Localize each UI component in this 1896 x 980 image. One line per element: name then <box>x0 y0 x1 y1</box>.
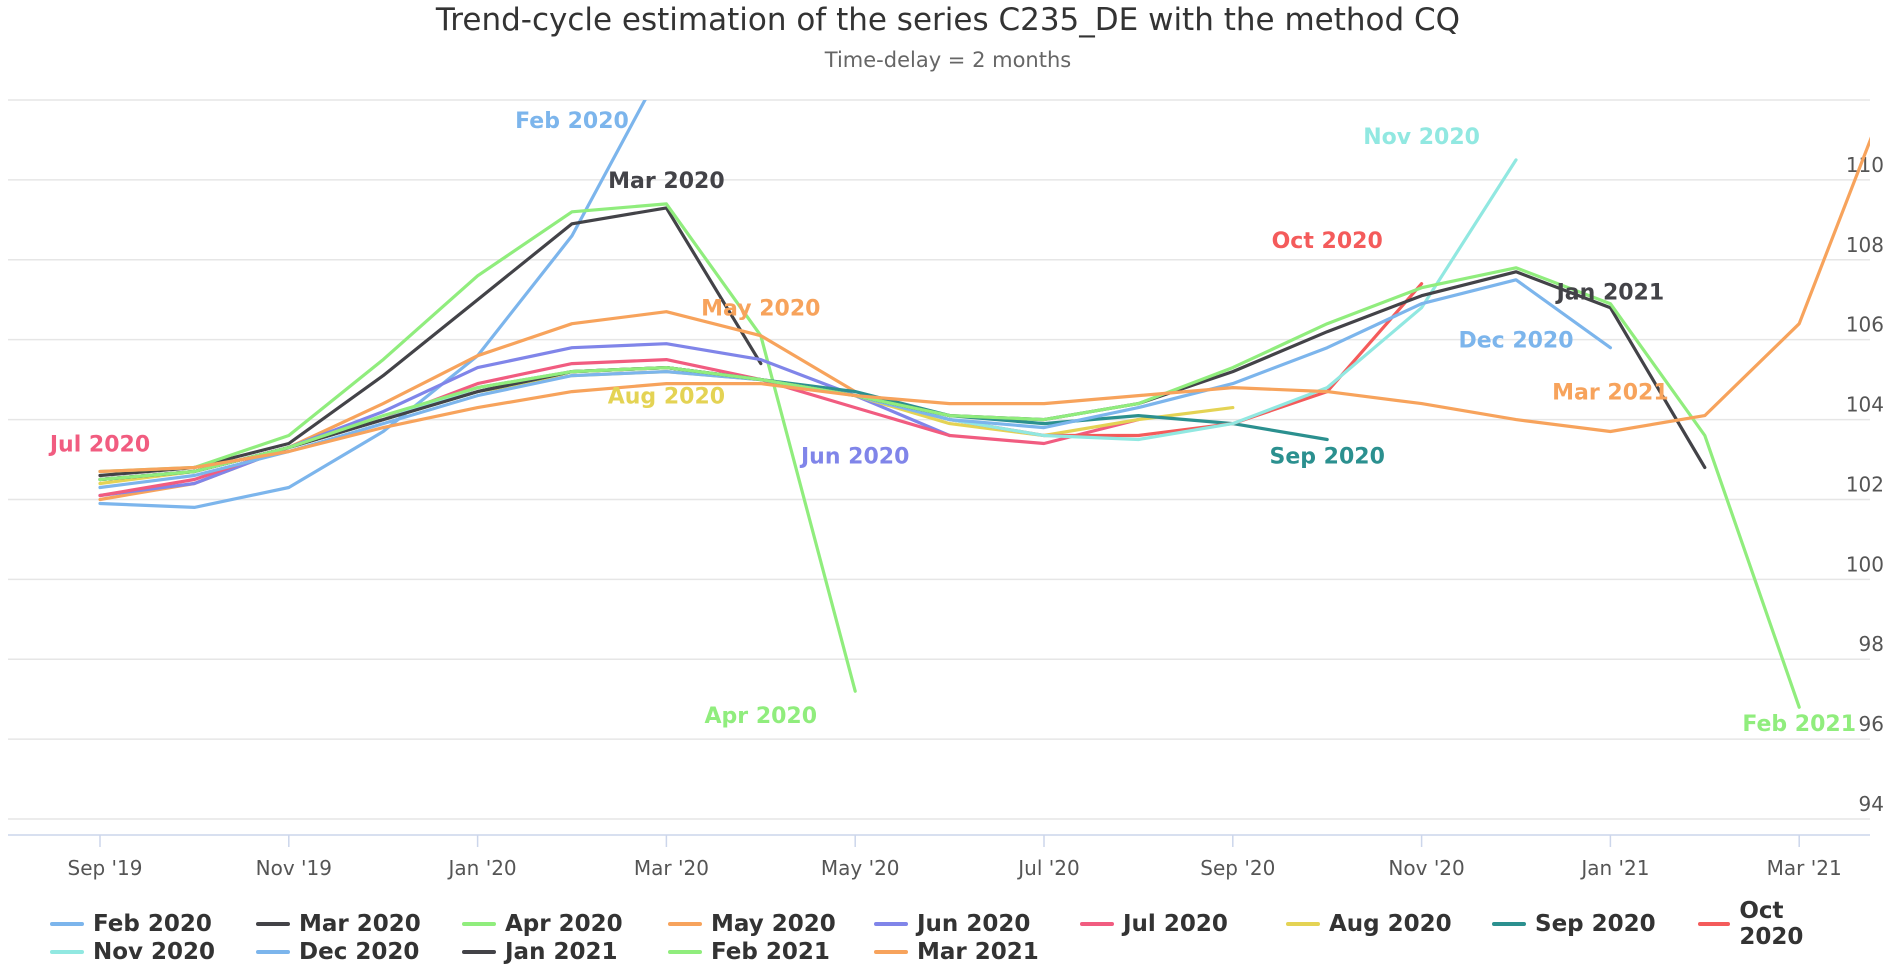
legend-item[interactable]: Mar 2020 <box>256 910 421 938</box>
legend-label: Feb 2020 <box>93 911 212 937</box>
x-tick-label: Sep '20 <box>1200 856 1275 880</box>
legend-item[interactable]: Aug 2020 <box>1286 910 1452 938</box>
series-line <box>98 266 1801 709</box>
legend-label: Jan 2021 <box>505 939 618 965</box>
y-tick-label: 94 <box>1859 792 1884 816</box>
legend-swatch <box>50 950 84 954</box>
legend-swatch <box>1698 922 1731 926</box>
series-label: Sep 2020 <box>1269 445 1384 470</box>
legend-item[interactable]: Jul 2020 <box>1080 910 1228 938</box>
series-label: Feb 2020 <box>515 109 629 134</box>
legend-item[interactable]: Feb 2020 <box>50 910 212 938</box>
y-tick-label: 100 <box>1846 552 1884 576</box>
legend-swatch <box>1080 922 1114 926</box>
y-tick-label: 102 <box>1846 472 1884 496</box>
series-label: Feb 2021 <box>1742 712 1856 737</box>
legend-label: May 2020 <box>711 911 836 937</box>
y-tick-label: 98 <box>1859 632 1884 656</box>
legend-label: Mar 2020 <box>299 911 421 937</box>
legend-label: Apr 2020 <box>505 911 623 937</box>
series-line <box>98 206 763 478</box>
series-label: Aug 2020 <box>608 385 725 410</box>
series-label: Jun 2020 <box>799 445 909 470</box>
series-label: May 2020 <box>701 297 820 322</box>
y-tick-label: 108 <box>1846 233 1884 257</box>
x-tick-label: Jul '20 <box>1016 856 1079 880</box>
legend-label: Sep 2020 <box>1535 911 1656 937</box>
legend-swatch <box>668 922 702 926</box>
series-label: Oct 2020 <box>1272 229 1383 254</box>
legend-label: Nov 2020 <box>93 939 216 965</box>
legend-label: Dec 2020 <box>299 939 420 965</box>
series-label: Jul 2020 <box>48 433 150 458</box>
legend-label: Oct 2020 <box>1739 898 1804 950</box>
legend-label: Mar 2021 <box>917 939 1039 965</box>
legend-swatch <box>874 922 908 926</box>
x-tick-label: Nov '19 <box>256 856 332 880</box>
x-tick-label: Mar '20 <box>634 856 709 880</box>
y-tick-label: 104 <box>1846 393 1884 417</box>
legend-item[interactable]: Apr 2020 <box>462 910 623 938</box>
legend-label: Feb 2021 <box>711 939 830 965</box>
x-tick-label: Sep '19 <box>68 856 143 880</box>
legend-item[interactable]: Nov 2020 <box>50 938 215 966</box>
legend-item[interactable]: Feb 2021 <box>668 938 830 966</box>
legend-swatch <box>50 922 84 926</box>
x-axis: Sep '19 Nov '19 Jan '20 Mar '20 May '20 Jul '… <box>8 834 1870 880</box>
legend-swatch <box>256 950 290 954</box>
legend-swatch <box>462 950 496 954</box>
y-tick-label: 96 <box>1859 712 1884 736</box>
series-line <box>98 136 1870 474</box>
series-labels: Feb 2020 Mar 2020 Apr 2020 May 2020 Jun 2020… <box>48 109 1856 737</box>
x-tick-label: May '20 <box>821 856 900 880</box>
legend-item[interactable]: Jun 2020 <box>874 910 1030 938</box>
legend-swatch <box>256 922 290 926</box>
x-tick-label: Jan '20 <box>447 856 517 880</box>
line-chart: Sep '19 Nov '19 Jan '20 Mar '20 May '20 Jul '… <box>8 99 1884 880</box>
series-label: Jan 2021 <box>1555 281 1665 306</box>
x-tick-label: Nov '20 <box>1388 856 1464 880</box>
legend-swatch <box>874 950 908 954</box>
chart-subtitle: Time-delay = 2 months <box>824 48 1072 72</box>
legend-item[interactable]: Mar 2021 <box>874 938 1039 966</box>
legend-item[interactable]: Oct 2020 <box>1698 898 1850 950</box>
series-label: Nov 2020 <box>1363 125 1480 150</box>
legend-item[interactable]: May 2020 <box>668 910 836 938</box>
legend-item[interactable]: Jan 2021 <box>462 938 617 966</box>
legend-label: Aug 2020 <box>1329 911 1452 937</box>
legend-item[interactable]: Sep 2020 <box>1492 910 1656 938</box>
series-lines <box>98 100 1870 709</box>
x-tick-label: Mar '21 <box>1767 856 1842 880</box>
chart-title: Trend-cycle estimation of the series C23… <box>435 2 1461 38</box>
grid-lines <box>8 99 1870 820</box>
x-tick-label: Jan '21 <box>1579 856 1649 880</box>
legend-swatch <box>1492 922 1526 926</box>
legend-item[interactable]: Dec 2020 <box>256 938 419 966</box>
series-label: Mar 2020 <box>608 169 724 194</box>
series-line <box>98 202 857 693</box>
series-line <box>98 100 647 509</box>
series-label: Dec 2020 <box>1458 329 1573 354</box>
series-label: Mar 2021 <box>1552 381 1668 406</box>
legend-label: Jun 2020 <box>917 911 1031 937</box>
y-tick-label: 106 <box>1846 313 1884 337</box>
legend-swatch <box>462 922 496 926</box>
series-line <box>98 342 952 498</box>
legend-swatch <box>1286 922 1320 926</box>
legend-swatch <box>668 950 702 954</box>
series-label: Apr 2020 <box>705 704 818 729</box>
legend-label: Jul 2020 <box>1123 911 1228 937</box>
